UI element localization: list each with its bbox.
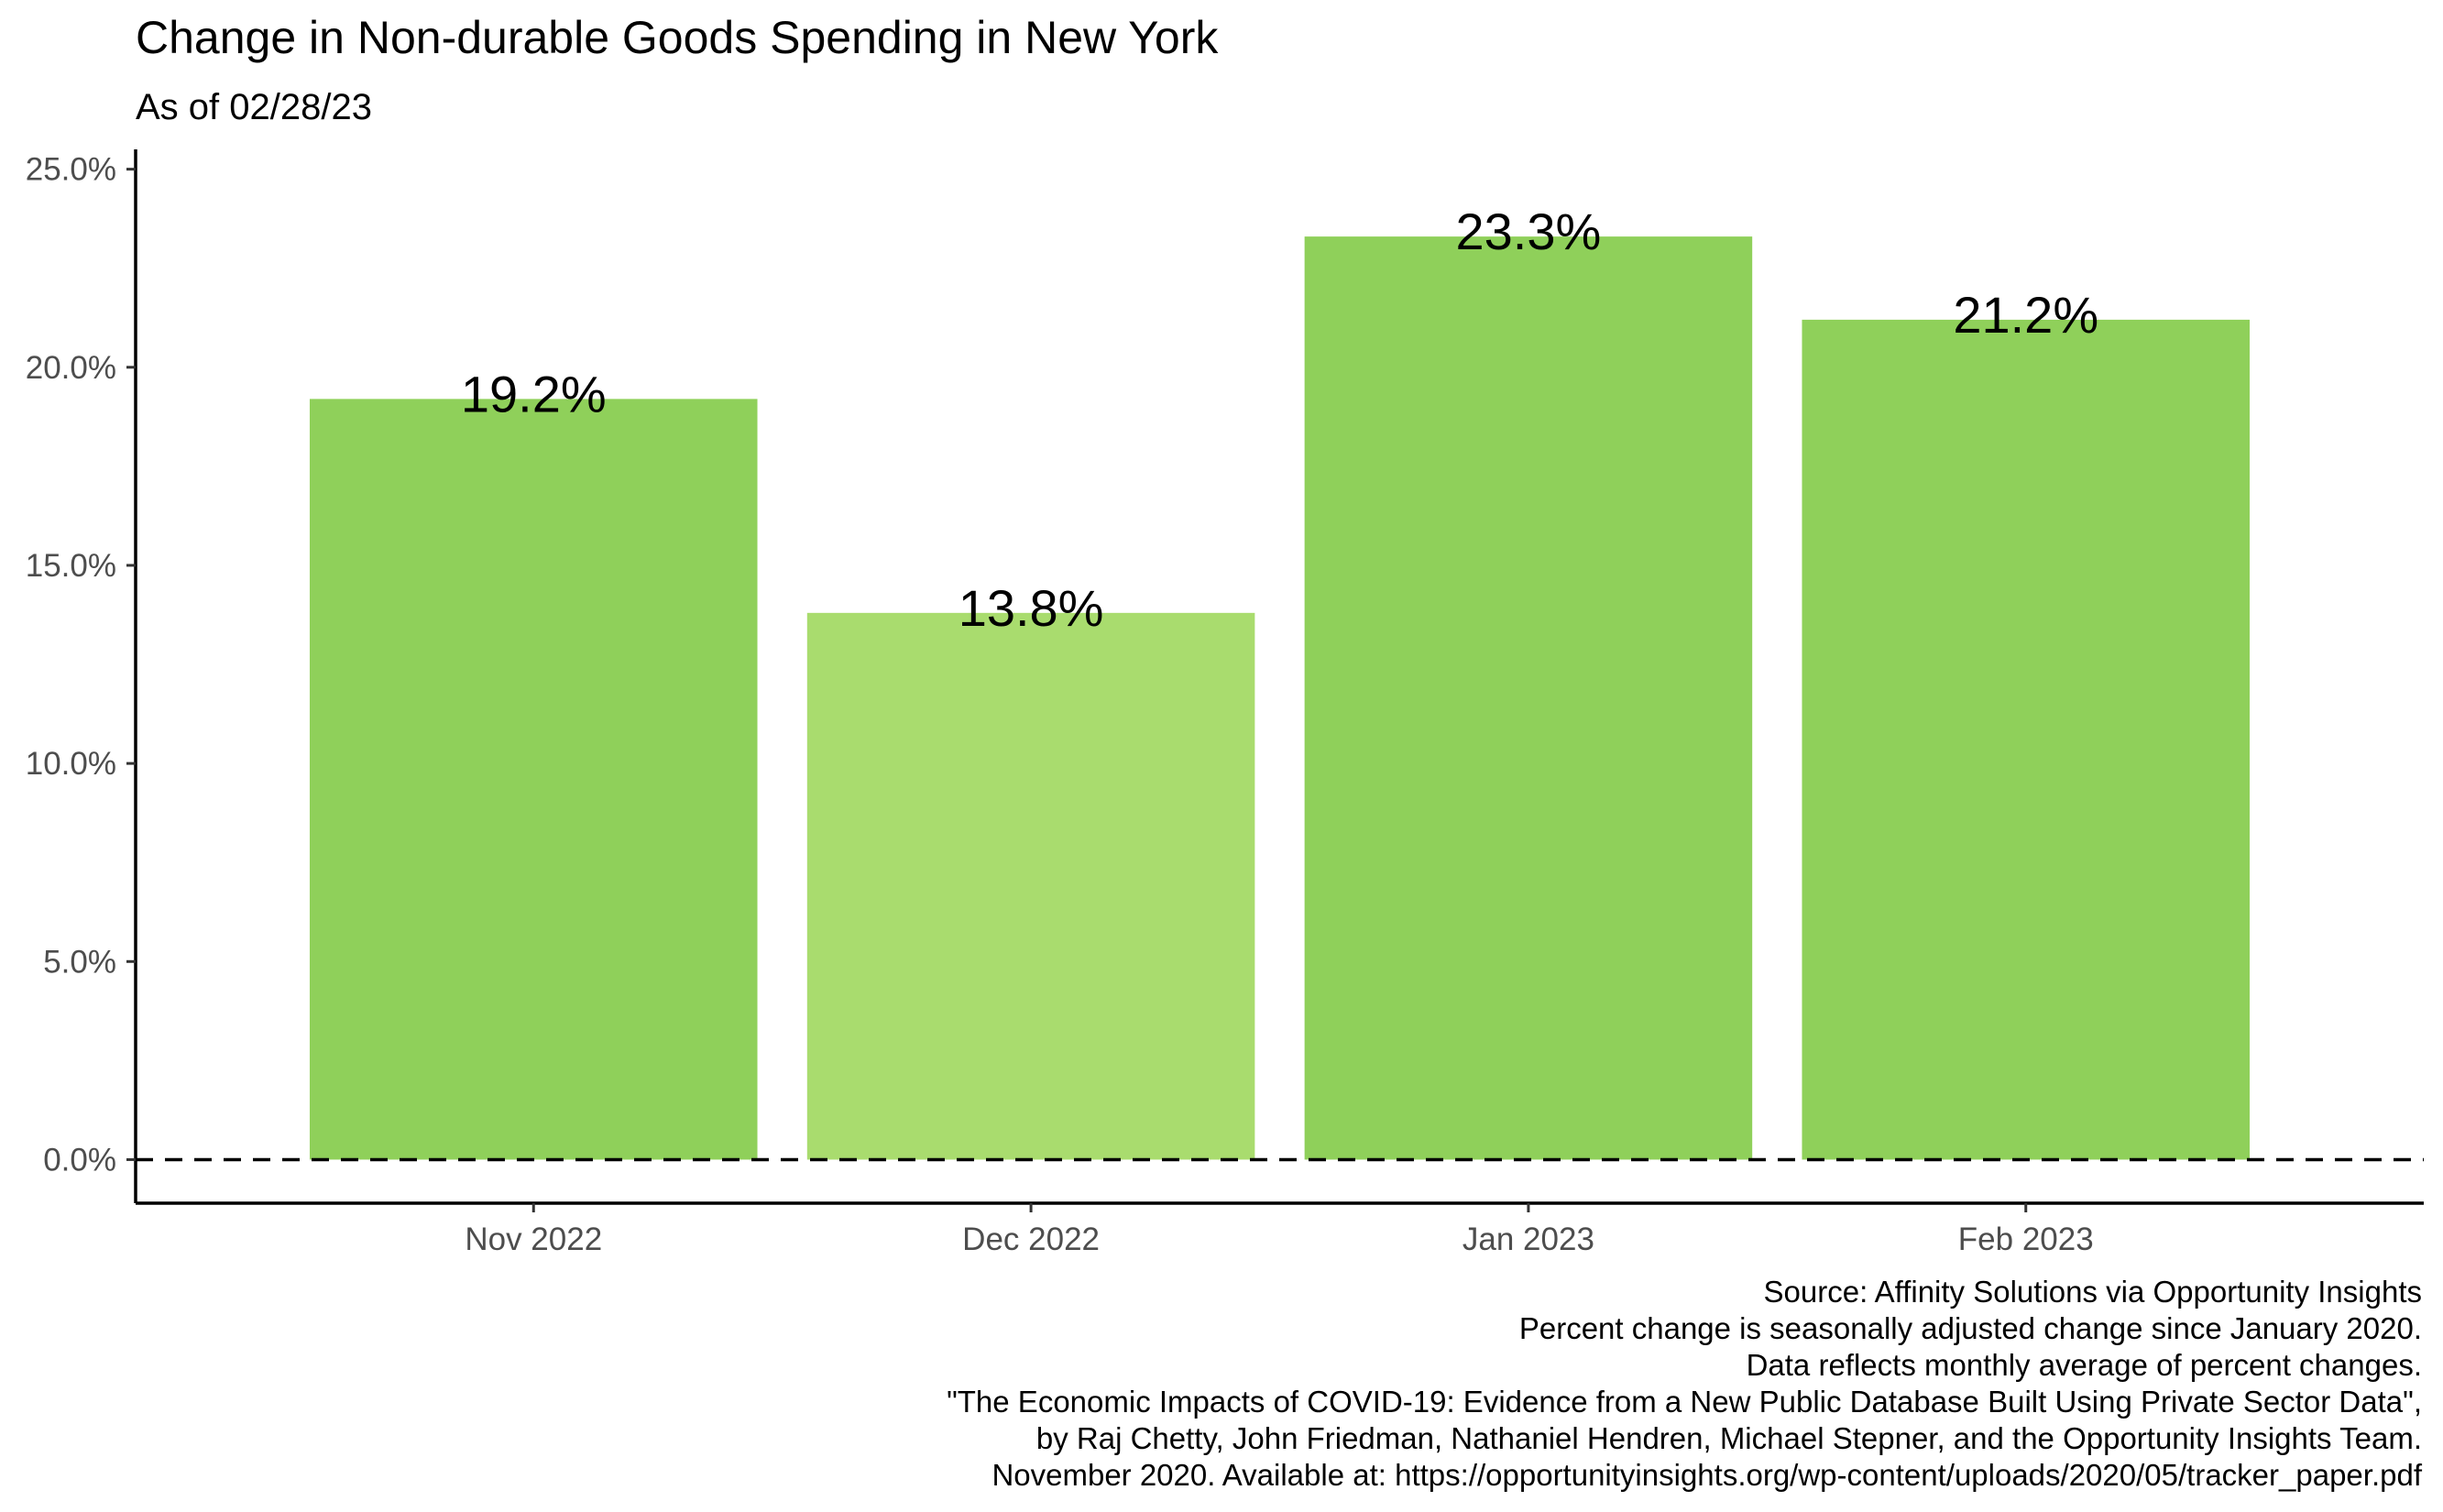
x-axis: Nov 2022 Dec 2022 Jan 2023 Feb 2023 xyxy=(465,1203,2094,1257)
caption-line-4: "The Economic Impacts of COVID-19: Evide… xyxy=(947,1385,2422,1419)
bar-1 xyxy=(309,399,758,1160)
caption-line-3: Data reflects monthly average of percent… xyxy=(1747,1348,2422,1382)
data-label-3: 23.3% xyxy=(1456,203,1602,260)
data-labels-layer: 19.2% 13.8% 23.3% 21.2% xyxy=(461,203,2098,637)
caption-line-1: Source: Affinity Solutions via Opportuni… xyxy=(1764,1275,2422,1309)
x-tick-label-3: Jan 2023 xyxy=(1463,1222,1594,1257)
data-label-2: 13.8% xyxy=(959,579,1104,637)
x-tick-label-2: Dec 2022 xyxy=(962,1222,1100,1257)
x-tick-label-4: Feb 2023 xyxy=(1958,1222,2094,1257)
chart-subtitle: As of 02/28/23 xyxy=(136,87,372,127)
data-label-4: 21.2% xyxy=(1953,286,2098,344)
bars-layer xyxy=(309,236,2251,1160)
chart-caption: Source: Affinity Solutions via Opportuni… xyxy=(947,1275,2423,1492)
data-label-1: 19.2% xyxy=(461,365,607,422)
caption-line-5: by Raj Chetty, John Friedman, Nathaniel … xyxy=(1036,1421,2422,1455)
x-tick-label-1: Nov 2022 xyxy=(465,1222,602,1257)
y-tick-label-4: 15.0% xyxy=(26,548,116,584)
caption-line-2: Percent change is seasonally adjusted ch… xyxy=(1519,1311,2422,1345)
bar-3 xyxy=(1304,236,1753,1160)
y-axis: 0.0% 5.0% 10.0% 15.0% 20.0% 25.0% xyxy=(26,152,136,1178)
y-tick-label-5: 20.0% xyxy=(26,350,116,386)
y-tick-label-3: 10.0% xyxy=(26,746,116,782)
chart-title: Change in Non-durable Goods Spending in … xyxy=(136,12,1219,63)
y-tick-label-6: 25.0% xyxy=(26,152,116,188)
bar-2 xyxy=(806,612,1255,1160)
y-tick-label-2: 5.0% xyxy=(43,944,116,980)
caption-line-6: November 2020. Available at: https://opp… xyxy=(991,1458,2422,1492)
y-tick-label-1: 0.0% xyxy=(43,1142,116,1178)
bar-4 xyxy=(1802,319,2251,1160)
